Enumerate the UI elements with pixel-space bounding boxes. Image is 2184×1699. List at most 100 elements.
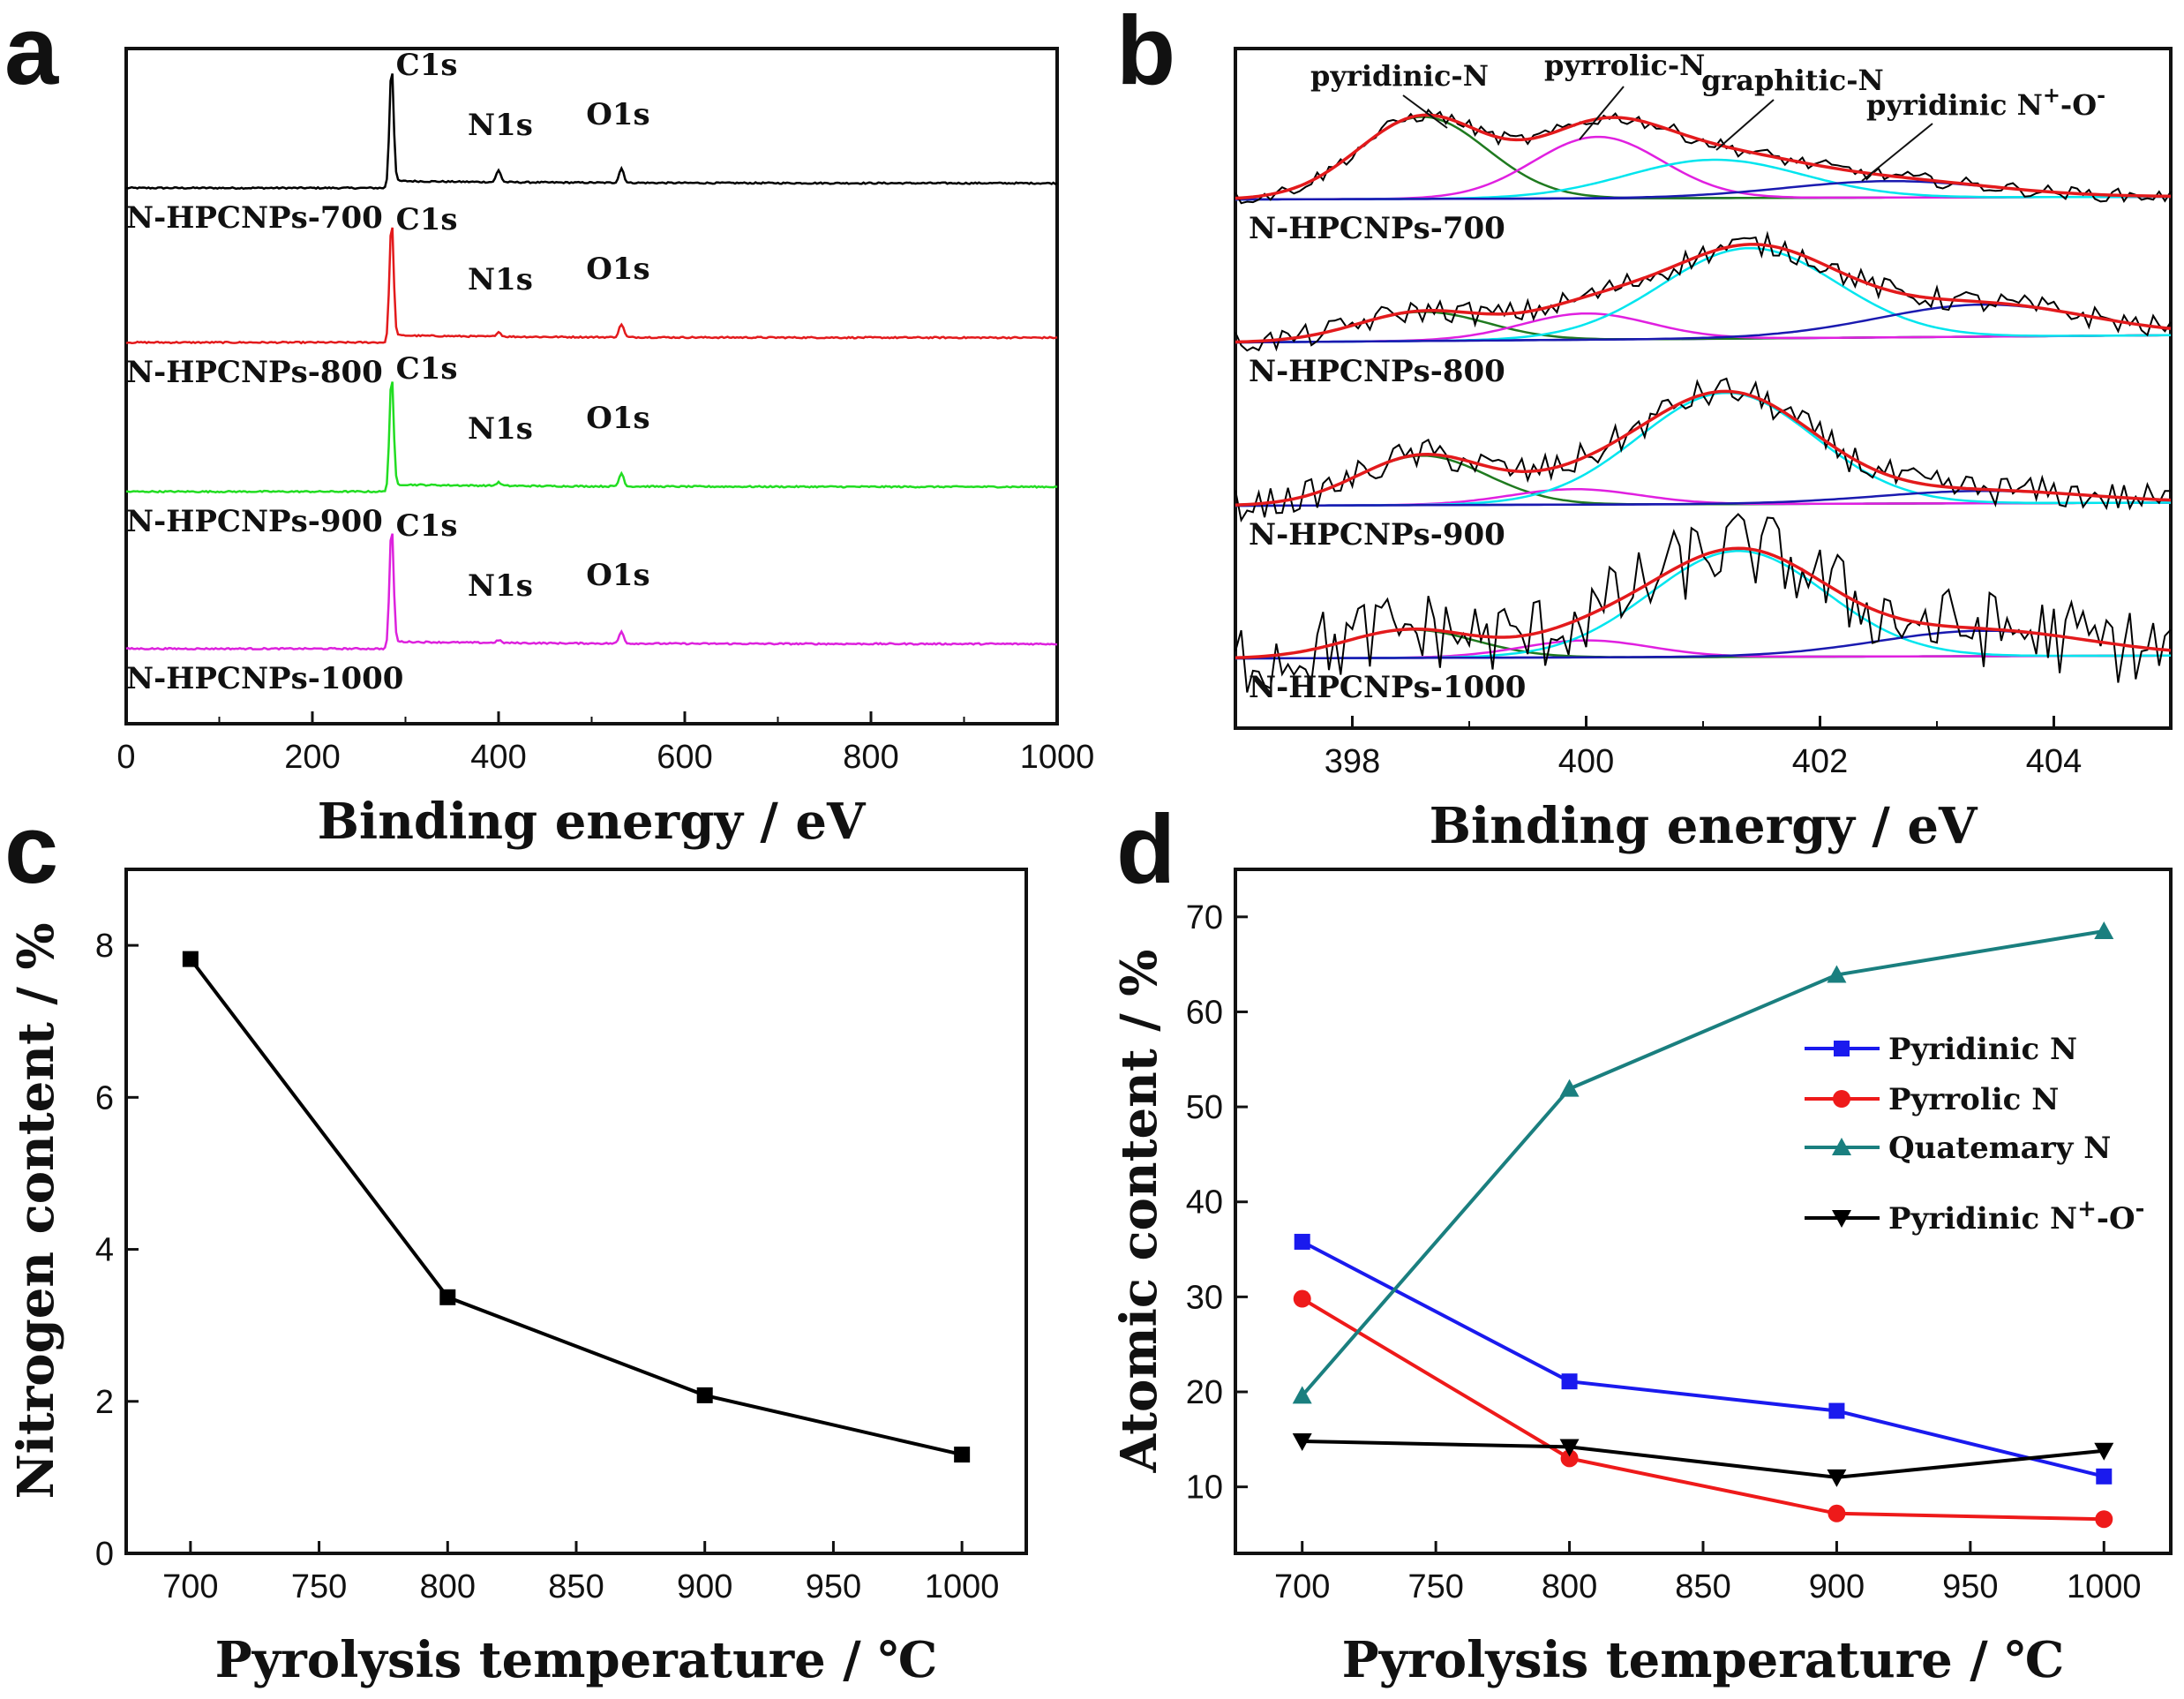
d-y-tick-label: 30	[1186, 1279, 1223, 1316]
d-data-point	[1292, 1386, 1312, 1404]
c-y-tick-label: 4	[95, 1232, 114, 1269]
c-y-tick-label: 6	[95, 1079, 114, 1116]
d-x-tick-label: 900	[1809, 1568, 1865, 1605]
b-sample-label: N-HPCNPs-900	[1249, 517, 1505, 553]
b-fit-envelope	[1235, 546, 2172, 659]
panel-a-x-axis-title: Binding energy / eV	[318, 793, 867, 851]
d-series-line	[1301, 929, 2105, 1397]
d-x-tick-label: 750	[1407, 1568, 1463, 1605]
c-data-point	[696, 1387, 713, 1403]
panel-b-x-axis-title: Binding energy / eV	[1430, 797, 1978, 855]
d-legend-marker	[1833, 1090, 1850, 1108]
c-x-tick-label: 800	[420, 1568, 476, 1605]
panel-label-c: c	[4, 795, 58, 904]
a-sample-label: N-HPCNPs-900	[126, 504, 383, 539]
b-fit-envelope	[1235, 113, 2172, 200]
b-component-peak	[1235, 116, 2171, 199]
d-data-point	[1560, 1449, 1579, 1468]
c-data-point	[182, 951, 199, 967]
a-x-tick-label: 1000	[1020, 739, 1095, 776]
panel-c-y-axis-title: Nitrogen content / %	[7, 922, 65, 1499]
d-data-point	[1828, 1402, 1845, 1419]
d-data-point	[1292, 1432, 1312, 1451]
d-legend-marker	[1832, 1138, 1851, 1155]
a-peak-label-c1s: C1s	[396, 202, 458, 237]
pointer-pyridinic-n-oxide	[1861, 123, 1933, 182]
d-y-tick-label: 40	[1186, 1184, 1223, 1222]
a-x-tick-label: 0	[116, 739, 135, 776]
a-peak-label-o1s: O1s	[586, 558, 649, 593]
d-legend-label: Pyridinic N+-O-	[1888, 1196, 2144, 1237]
d-x-tick-label: 1000	[2067, 1568, 2142, 1605]
b-sample-label: N-HPCNPs-1000	[1249, 670, 1526, 705]
d-legend-label-text: Pyridinic N	[1888, 1201, 2077, 1237]
d-data-point	[1827, 965, 1847, 983]
b-fit-envelope	[1235, 243, 2172, 344]
annotation-pyridinic-n-oxide-base: pyridinic N	[1866, 88, 2043, 122]
d-y-tick-label: 60	[1186, 994, 1223, 1031]
a-x-tick-label: 600	[657, 739, 712, 776]
b-x-tick-label: 398	[1325, 743, 1380, 780]
d-data-point	[2096, 1468, 2113, 1485]
c-data-point	[439, 1289, 456, 1305]
a-peak-label-n1s: N1s	[468, 262, 533, 297]
d-legend-label: Quatemary N	[1888, 1131, 2111, 1166]
b-x-tick-label: 402	[1792, 743, 1848, 780]
d-data-point	[1561, 1373, 1578, 1390]
a-spectrum-line	[126, 381, 1058, 494]
b-sample-label: N-HPCNPs-700	[1249, 211, 1505, 246]
a-peak-label-o1s: O1s	[586, 401, 649, 436]
b-raw-spectrum	[1235, 230, 2172, 352]
a-x-tick-label: 400	[470, 739, 526, 776]
d-data-point	[1828, 1504, 1846, 1522]
b-sample-label: N-HPCNPs-800	[1249, 354, 1505, 389]
c-y-tick-label: 2	[95, 1384, 114, 1421]
d-legend-label-text: -O	[2097, 1201, 2135, 1237]
a-peak-label-c1s: C1s	[396, 48, 458, 83]
d-x-tick-label: 700	[1274, 1568, 1330, 1605]
a-spectrum-line	[125, 73, 1058, 191]
d-series-line	[1302, 1440, 2105, 1479]
a-peak-label-o1s: O1s	[586, 252, 649, 287]
d-y-tick-label: 10	[1186, 1470, 1223, 1507]
c-y-tick-label: 8	[95, 928, 114, 965]
c-x-tick-label: 900	[677, 1568, 732, 1605]
annotation-graphitic-n: graphitic-N	[1701, 64, 1884, 97]
d-legend-superscript: +	[2077, 1196, 2097, 1222]
panel-c-x-axis-title: Pyrolysis temperature / ℃	[215, 1631, 938, 1689]
d-legend-label: Pyridinic N	[1888, 1032, 2077, 1067]
b-component-peak	[1235, 158, 2171, 201]
panel-c-frame	[124, 868, 1028, 1555]
a-sample-label: N-HPCNPs-700	[126, 200, 383, 236]
a-peak-label-n1s: N1s	[468, 108, 533, 143]
panel-c-chart: 700 750 800 850 900 950 1000 0 2 4 6 8 Pyrolysis te…	[7, 868, 1028, 1689]
d-legend-label-text: Pyridinic N	[1888, 1032, 2077, 1067]
a-x-tick-label: 800	[843, 739, 898, 776]
panel-label-a: a	[4, 0, 59, 105]
annotation-pyridinic-n: pyridinic-N	[1310, 59, 1489, 93]
panel-d-chart: 700 750 800 850 900 950 1000 10 20 30 40 50 60 70 Pyr…	[1110, 868, 2173, 1689]
b-component-peak	[1235, 391, 2171, 507]
d-data-point	[2095, 1510, 2113, 1529]
a-peak-label-o1s: O1s	[586, 97, 649, 132]
d-data-point	[1559, 1439, 1580, 1457]
c-x-tick-label: 750	[291, 1568, 347, 1605]
b-x-tick-label: 404	[2026, 743, 2082, 780]
b-component-peak	[1235, 246, 2172, 344]
c-x-tick-label: 700	[162, 1568, 218, 1605]
d-legend-marker	[1832, 1210, 1851, 1228]
panel-label-b: b	[1116, 0, 1175, 105]
a-spectrum-line	[125, 227, 1058, 345]
annotation-superscript-plus: +	[2043, 82, 2060, 108]
c-y-tick-label: 0	[95, 1536, 114, 1573]
panel-d-x-axis-title: Pyrolysis temperature / ℃	[1342, 1631, 2065, 1689]
a-peak-label-n1s: N1s	[468, 568, 533, 604]
d-data-point	[2094, 1442, 2114, 1461]
d-x-tick-label: 950	[1942, 1568, 1998, 1605]
pointer-graphitic-n	[1715, 99, 1775, 151]
d-data-point	[2094, 921, 2114, 939]
b-x-tick-label: 400	[1558, 743, 1614, 780]
a-sample-label: N-HPCNPs-1000	[126, 661, 403, 696]
d-x-tick-label: 800	[1542, 1568, 1597, 1605]
